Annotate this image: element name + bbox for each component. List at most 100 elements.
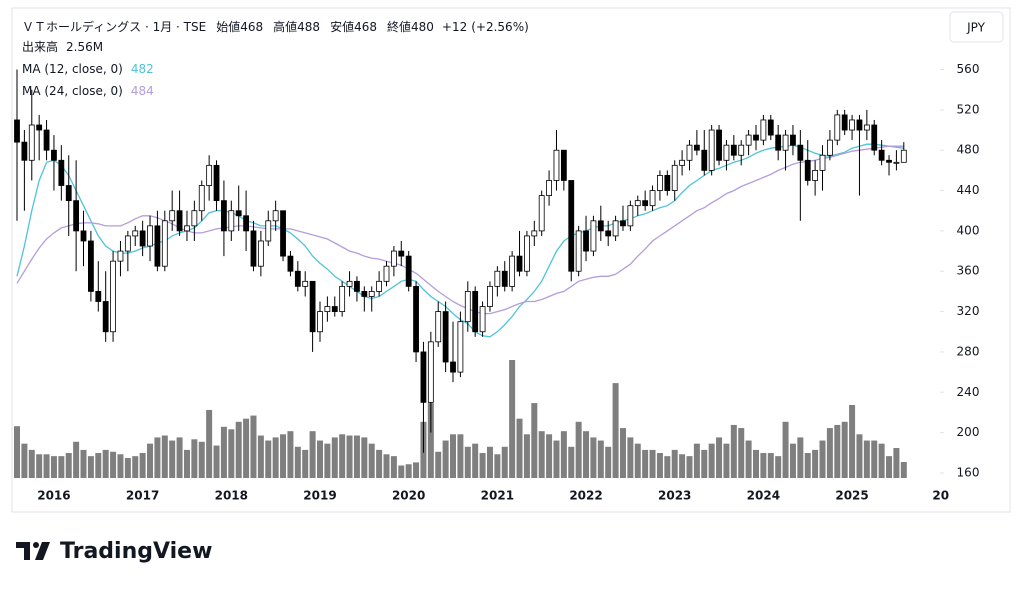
volume-bar xyxy=(708,443,715,478)
candle-body xyxy=(878,149,885,161)
volume-bar xyxy=(287,431,294,478)
volume-bar xyxy=(147,443,154,478)
candle-body xyxy=(420,351,427,403)
candle-body xyxy=(464,291,471,323)
ma-name: MA (24, close, 0) xyxy=(22,84,123,98)
volume-bar xyxy=(656,453,663,478)
candle-body xyxy=(302,280,309,287)
change: +12 xyxy=(442,20,467,34)
candle-body xyxy=(494,270,501,287)
volume-bar xyxy=(501,446,508,478)
volume-bar xyxy=(243,418,250,478)
candle-body xyxy=(88,240,94,292)
candle-body xyxy=(634,200,641,207)
candle-body xyxy=(605,230,612,237)
candle-body xyxy=(886,159,892,163)
candle-body xyxy=(213,164,220,202)
y-tick-label: 520 xyxy=(957,102,980,116)
logo-mark xyxy=(35,542,50,560)
currency-box[interactable] xyxy=(949,11,1004,43)
candle-body xyxy=(294,270,301,287)
volume-bar xyxy=(183,449,190,478)
volume-bar xyxy=(693,443,700,478)
candle-body xyxy=(827,139,833,156)
volume-bar xyxy=(841,421,848,478)
y-tick-label: 560 xyxy=(957,62,980,76)
candle-body xyxy=(14,119,20,143)
candle-body xyxy=(51,149,57,161)
y-tick-label: 280 xyxy=(957,344,980,358)
candle-body xyxy=(487,285,493,307)
candle-body xyxy=(686,144,693,161)
candle-body xyxy=(649,190,656,207)
candle-body xyxy=(553,149,560,181)
candle-body xyxy=(620,220,626,227)
candle-body xyxy=(235,210,242,217)
volume-bar xyxy=(339,434,346,478)
ma-legend: MA (24, close, 0) 484 xyxy=(22,84,154,98)
volume-bar xyxy=(139,453,146,478)
volume-legend: 出来高 2.56M xyxy=(22,39,103,54)
candle-body xyxy=(627,205,634,227)
candle-body xyxy=(206,164,213,186)
volume-bar xyxy=(213,445,220,478)
volume-bar xyxy=(494,454,501,478)
x-tick-label: 2024 xyxy=(747,489,780,503)
ohlc-label: 安値 xyxy=(330,19,354,34)
volume-bar xyxy=(826,428,833,478)
volume-bar xyxy=(87,456,94,478)
candle-body xyxy=(413,285,419,353)
volume-bar xyxy=(745,440,752,478)
volume-bar xyxy=(464,446,471,478)
candle-body xyxy=(257,240,264,267)
y-tick-label: 320 xyxy=(957,304,980,318)
candle-body xyxy=(723,144,730,161)
candle-body xyxy=(80,230,87,242)
volume-bar xyxy=(43,454,50,478)
volume-bar xyxy=(834,424,841,478)
volume-bar xyxy=(272,437,279,478)
candle-body xyxy=(368,291,375,297)
candle-body xyxy=(65,185,72,202)
volume-value: 2.56M xyxy=(66,40,103,54)
candle-body xyxy=(612,220,619,237)
volume-bar xyxy=(509,360,516,478)
candle-body xyxy=(657,175,663,191)
volume-bar xyxy=(479,453,486,478)
volume-bar xyxy=(767,453,774,478)
volume-bar xyxy=(516,418,523,478)
candle-body xyxy=(516,255,523,272)
volume-bar xyxy=(486,446,493,478)
candle-body xyxy=(28,124,35,161)
candle-body xyxy=(73,200,80,232)
candle-body xyxy=(110,260,116,333)
volume-bar xyxy=(686,456,693,478)
volume-bar xyxy=(161,435,168,478)
candle-body xyxy=(730,144,737,156)
volume-bar xyxy=(583,431,590,478)
candle-body xyxy=(501,270,508,287)
candle-body xyxy=(871,124,878,151)
volume-bar xyxy=(427,403,434,478)
title-text: ＶＴホールディングス · 1月 · TSE xyxy=(22,19,206,34)
candle-body xyxy=(390,250,397,267)
y-tick-label: 360 xyxy=(957,264,980,278)
candle-body xyxy=(546,180,552,196)
candle-body xyxy=(161,220,168,267)
candle-body xyxy=(819,154,826,171)
volume-bar xyxy=(819,440,826,478)
volume-bar xyxy=(523,434,530,478)
y-tick-label: 400 xyxy=(957,223,980,237)
candle-body xyxy=(812,169,819,181)
candle-body xyxy=(524,235,530,272)
volume-bar xyxy=(612,383,619,478)
candle-body xyxy=(900,149,907,163)
volume-bar xyxy=(390,456,397,478)
ohlc-label: 始値 xyxy=(216,19,240,34)
volume-bar xyxy=(110,451,117,478)
candle-body xyxy=(457,321,464,373)
volume-bar xyxy=(154,437,161,478)
volume-bar xyxy=(280,434,287,478)
candle-body xyxy=(775,134,782,151)
volume-bar xyxy=(191,439,198,478)
